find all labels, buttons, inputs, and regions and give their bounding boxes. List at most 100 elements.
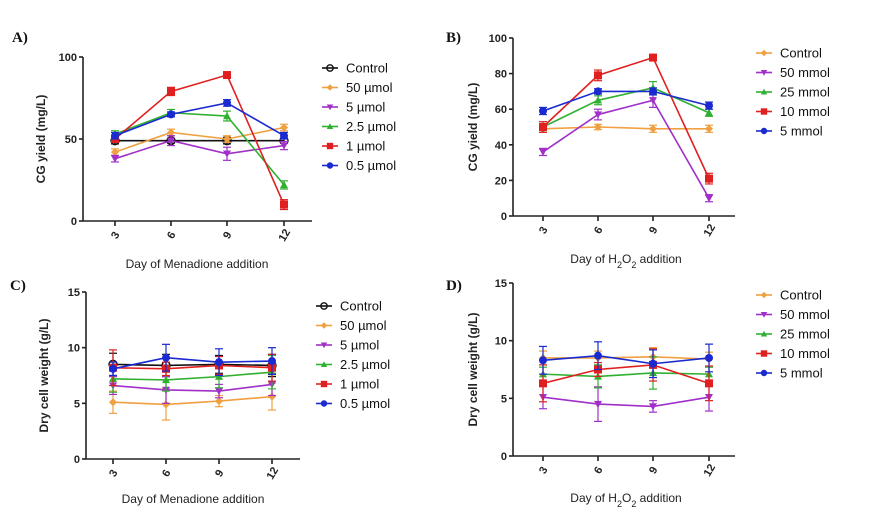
data-point [223,150,231,158]
data-point [649,87,657,96]
series-50-mol [109,382,276,421]
series-25-mmol [539,356,713,390]
x-tick-label: 9 [647,225,660,236]
legend-marker [760,291,768,299]
x-axis-title: Day of H2O2 addition [570,252,681,270]
legend-label: 0.5 µmol [346,158,396,173]
data-point [705,353,713,362]
x-axis-title-part: O [622,491,631,505]
panel-a: A) 0 50 100 3 6 9 12 Day of Menadione addition CG… [12,30,396,271]
data-point [167,87,175,96]
data-point [594,71,602,80]
data-point [268,357,276,366]
x-axis-title: Day of Menadione addition [122,492,265,506]
x-tick-label: 9 [213,468,226,479]
legend-marker [320,400,328,407]
y-tick-label: 15 [495,278,507,290]
x-tick-label: 9 [647,465,660,476]
data-point [539,106,547,115]
y-tick-label: 0 [71,216,77,228]
data-point [705,108,713,116]
x-tick-label: 3 [537,465,550,476]
data-point [705,101,713,110]
data-point [539,356,547,365]
data-point [539,148,547,156]
legend-marker [760,330,768,337]
legend-item: 50 mmol [756,65,830,80]
legend-item: Control [756,288,822,303]
series-50-mmol [539,92,713,203]
legend-label: 2.5 µmol [346,119,396,134]
legend-label: 5 mmol [780,366,823,381]
data-point [167,128,175,137]
data-point [215,397,223,406]
legend-item: 2.5 µmol [316,357,390,372]
y-tick-label: 0 [74,454,80,466]
series-line [542,354,710,365]
series-line [542,126,709,130]
series-line [114,126,285,153]
legend-item: 50 µmol [322,80,393,95]
panel-label: D) [446,278,462,294]
data-point [705,195,713,203]
subscript: 2 [631,499,636,509]
legend-label: 1 µmol [340,377,379,392]
series-line [542,56,710,179]
y-axis-title: Dry cell weight (g/L) [37,318,51,432]
legend-item: 5 µmol [322,100,385,115]
legend-label: 10 mmol [780,104,830,119]
legend-item: 10 mmol [756,104,830,119]
legend-item: Control [316,299,382,314]
legend-marker [320,322,328,329]
legend-item: 25 mmol [756,85,830,100]
data-point [594,87,602,96]
x-tick-label: 3 [109,230,122,241]
x-tick-label: 3 [107,468,120,479]
legend-label: Control [780,288,822,303]
legend-marker [320,380,328,388]
legend-label: Control [346,61,388,76]
legend-label: Control [780,46,822,61]
series-line [112,383,273,392]
data-point [223,112,231,120]
legend-marker [326,123,334,130]
series-line [542,364,710,385]
y-tick-label: 100 [489,33,507,45]
panel-label: A) [12,30,28,46]
y-tick-label: 5 [74,398,80,410]
legend-label: 10 mmol [780,346,830,361]
legend-label: Control [340,299,382,314]
series-5-mmol [539,87,713,116]
subscript: 2 [617,260,622,270]
data-point [594,351,602,360]
data-point [215,358,223,367]
x-tick-label: 9 [221,230,234,241]
y-tick-label: 0 [501,211,507,223]
x-axis-title-part: Day of H [570,491,617,505]
data-point [280,123,288,132]
series-1-mol [109,349,276,387]
legend-item: 5 µmol [316,338,379,353]
panel-label: C) [10,278,26,294]
legend-label: 5 mmol [780,124,823,139]
series-10-mmol [539,53,713,185]
legend-item: 50 mmol [756,307,830,322]
x-axis-title-part: addition [636,491,681,505]
data-point [268,392,276,401]
x-tick-label: 6 [592,225,605,236]
data-point [649,53,657,62]
legend-marker [326,104,334,111]
data-point [539,123,547,131]
legend-label: 50 mmol [780,65,830,80]
data-point [215,372,223,380]
legend-marker [326,84,334,91]
legend-marker [760,311,768,318]
legend-item: Control [322,61,388,76]
y-axis-title: CG yield (mg/L) [34,95,48,184]
y-tick-label: 40 [495,140,507,152]
series-line [114,102,285,137]
legend-item: 0.5 µmol [322,158,396,173]
